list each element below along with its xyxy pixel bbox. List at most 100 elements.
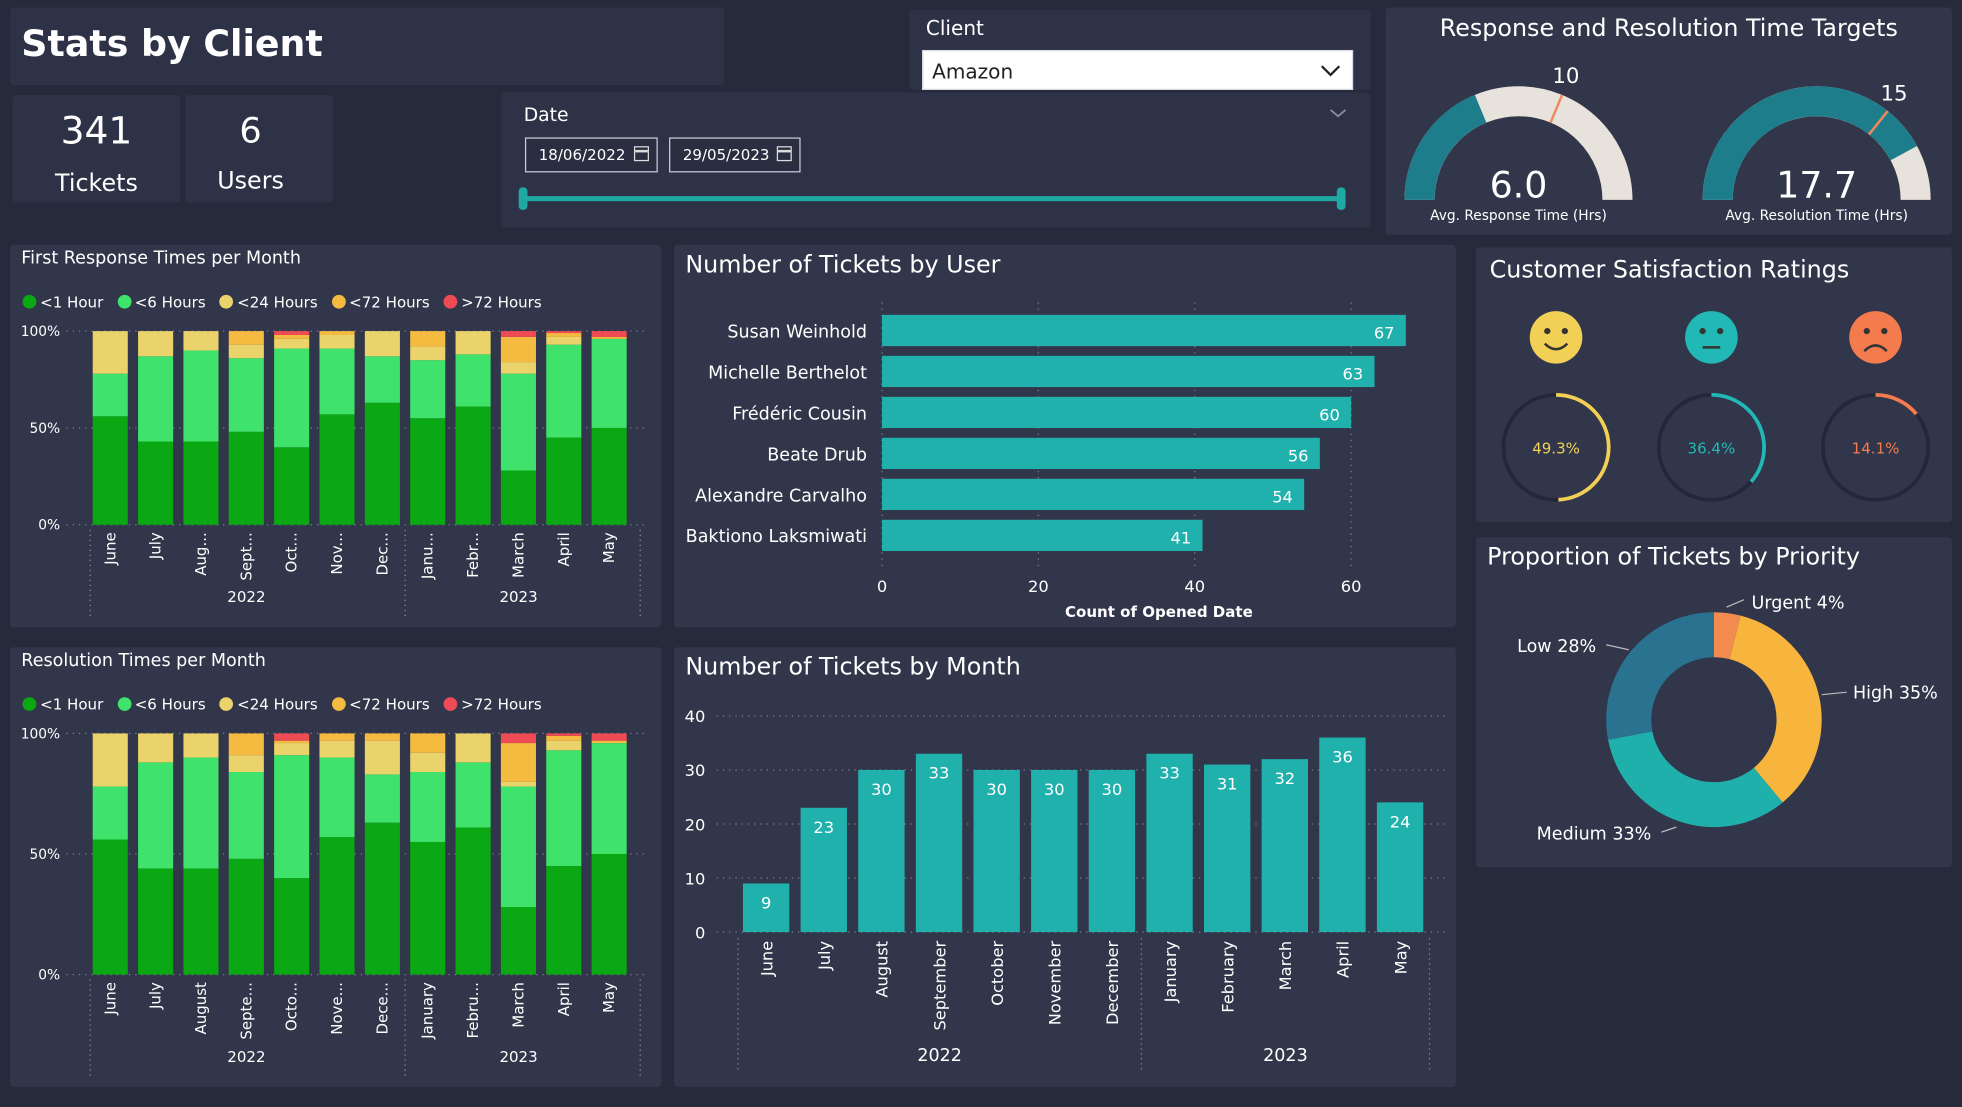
year-label: 2023 — [499, 588, 537, 606]
client-filter-label: Client — [925, 16, 984, 40]
y-tick-label: 30 — [685, 761, 706, 780]
donut-slice — [1608, 731, 1783, 828]
bar-segment — [500, 907, 536, 975]
kpi-tickets-value: 341 — [60, 109, 133, 154]
bar-segment — [546, 336, 582, 345]
bar — [973, 769, 1020, 933]
x-tick-label: September — [930, 941, 949, 1031]
y-tick-label: 40 — [685, 707, 706, 726]
rating-percent: 36.4% — [1688, 440, 1736, 458]
bar-segment — [319, 837, 355, 975]
bar-segment — [410, 733, 446, 753]
y-tick-label: 50% — [30, 847, 61, 863]
bar-segment — [228, 772, 264, 859]
targets-title: Response and Resolution Time Targets — [1439, 14, 1898, 43]
x-tick-label: January — [419, 982, 437, 1040]
bar-segment — [92, 331, 128, 374]
bar — [882, 519, 1203, 552]
bar-segment — [546, 733, 582, 736]
data-label: 67 — [1374, 324, 1395, 343]
first-response-title: First Response Times per Month — [21, 248, 301, 269]
data-label: 33 — [929, 764, 950, 783]
bar-segment — [92, 416, 128, 525]
gauge-target-marker — [1868, 110, 1889, 136]
x-tick-label: June — [101, 532, 119, 566]
x-tick-label: Nove... — [328, 982, 346, 1035]
bar-segment — [319, 334, 355, 349]
legend-label: <24 Hours — [237, 293, 318, 312]
bar-segment — [274, 733, 310, 741]
data-label: 9 — [761, 893, 771, 912]
bar-segment — [92, 786, 128, 840]
x-tick-label: July — [815, 940, 834, 971]
y-tick-label: 50% — [30, 421, 61, 437]
calendar-icon[interactable] — [776, 146, 792, 162]
data-label: 30 — [986, 780, 1007, 799]
legend-label: <72 Hours — [349, 293, 430, 312]
rating-percent: 49.3% — [1532, 440, 1580, 458]
x-tick-label: 40 — [1184, 577, 1205, 596]
x-tick-label: Janu... — [419, 532, 437, 580]
date-to-input[interactable]: 29/05/2023 — [669, 137, 801, 173]
x-tick-label: Febr... — [464, 532, 482, 578]
data-label: 33 — [1159, 764, 1180, 783]
bar-segment — [228, 344, 264, 359]
x-tick-label: May — [600, 982, 618, 1013]
bar-segment — [364, 774, 400, 823]
data-label: 54 — [1272, 488, 1293, 507]
date-from-input[interactable]: 18/06/2022 — [524, 137, 658, 173]
bar-segment — [92, 839, 128, 975]
bar-segment — [364, 740, 400, 775]
tickets-by-month-chart: 0 10 20 30 40 9 June 23 July 30 August 33 September 3… — [685, 707, 1449, 1070]
x-tick-label: 0 — [877, 577, 887, 596]
data-label: 56 — [1288, 447, 1309, 466]
y-tick-label: 0% — [38, 968, 60, 984]
x-tick-label: 20 — [1028, 577, 1049, 596]
x-tick-label: Febru... — [464, 982, 482, 1038]
bar-segment — [138, 331, 174, 357]
bar-segment — [410, 360, 446, 419]
calendar-icon[interactable] — [633, 146, 649, 162]
bar-segment — [364, 331, 400, 357]
face-eye — [1881, 327, 1888, 335]
face-eye — [1544, 327, 1551, 335]
x-tick-label: Aug... — [192, 532, 210, 576]
sad-face-icon — [1849, 311, 1902, 364]
bar-segment — [274, 334, 310, 339]
x-tick-label: April — [1334, 941, 1353, 978]
x-tick-label: June — [757, 941, 776, 977]
chevron-down-icon[interactable] — [1328, 107, 1348, 119]
date-slider-track[interactable] — [523, 196, 1342, 202]
rating-ring-progress — [1711, 392, 1766, 483]
bar-segment — [591, 331, 627, 337]
x-tick-label: March — [509, 982, 527, 1028]
date-slider-handle-start[interactable] — [518, 187, 528, 210]
data-label: 23 — [813, 818, 834, 837]
data-label: 30 — [1102, 780, 1123, 799]
bar-segment — [591, 740, 627, 744]
bar-segment — [410, 346, 446, 361]
bar-segment — [546, 740, 582, 751]
bar-segment — [410, 772, 446, 842]
date-slider-handle-end[interactable] — [1336, 187, 1346, 210]
legend-label: <24 Hours — [237, 695, 318, 714]
x-tick-label: December — [1103, 941, 1122, 1025]
client-dropdown[interactable]: Amazon — [922, 49, 1354, 90]
data-label: 24 — [1390, 812, 1411, 831]
date-to-value: 29/05/2023 — [682, 146, 770, 164]
data-label: 36 — [1332, 748, 1353, 767]
bar-segment — [546, 866, 582, 975]
bar-segment — [319, 331, 355, 335]
data-label: 31 — [1217, 775, 1238, 794]
tickets-by-user-chart: 0 20 40 60 Susan Weinhold 67 Michelle Berthelo… — [686, 302, 1406, 621]
resolution-chart: 0% 50% 100% June July August Septe... Octo... No… — [21, 726, 647, 1078]
tickets-by-month-title: Number of Tickets by Month — [685, 653, 1021, 681]
rating-ring-progress — [1875, 392, 1918, 416]
bar-segment — [183, 350, 219, 442]
gauge-fill — [1404, 94, 1487, 201]
bar-segment — [274, 348, 310, 448]
bar-segment — [228, 755, 264, 773]
face-mouth — [1543, 342, 1569, 351]
x-tick-label: Dece... — [373, 982, 391, 1034]
bar — [858, 769, 905, 933]
